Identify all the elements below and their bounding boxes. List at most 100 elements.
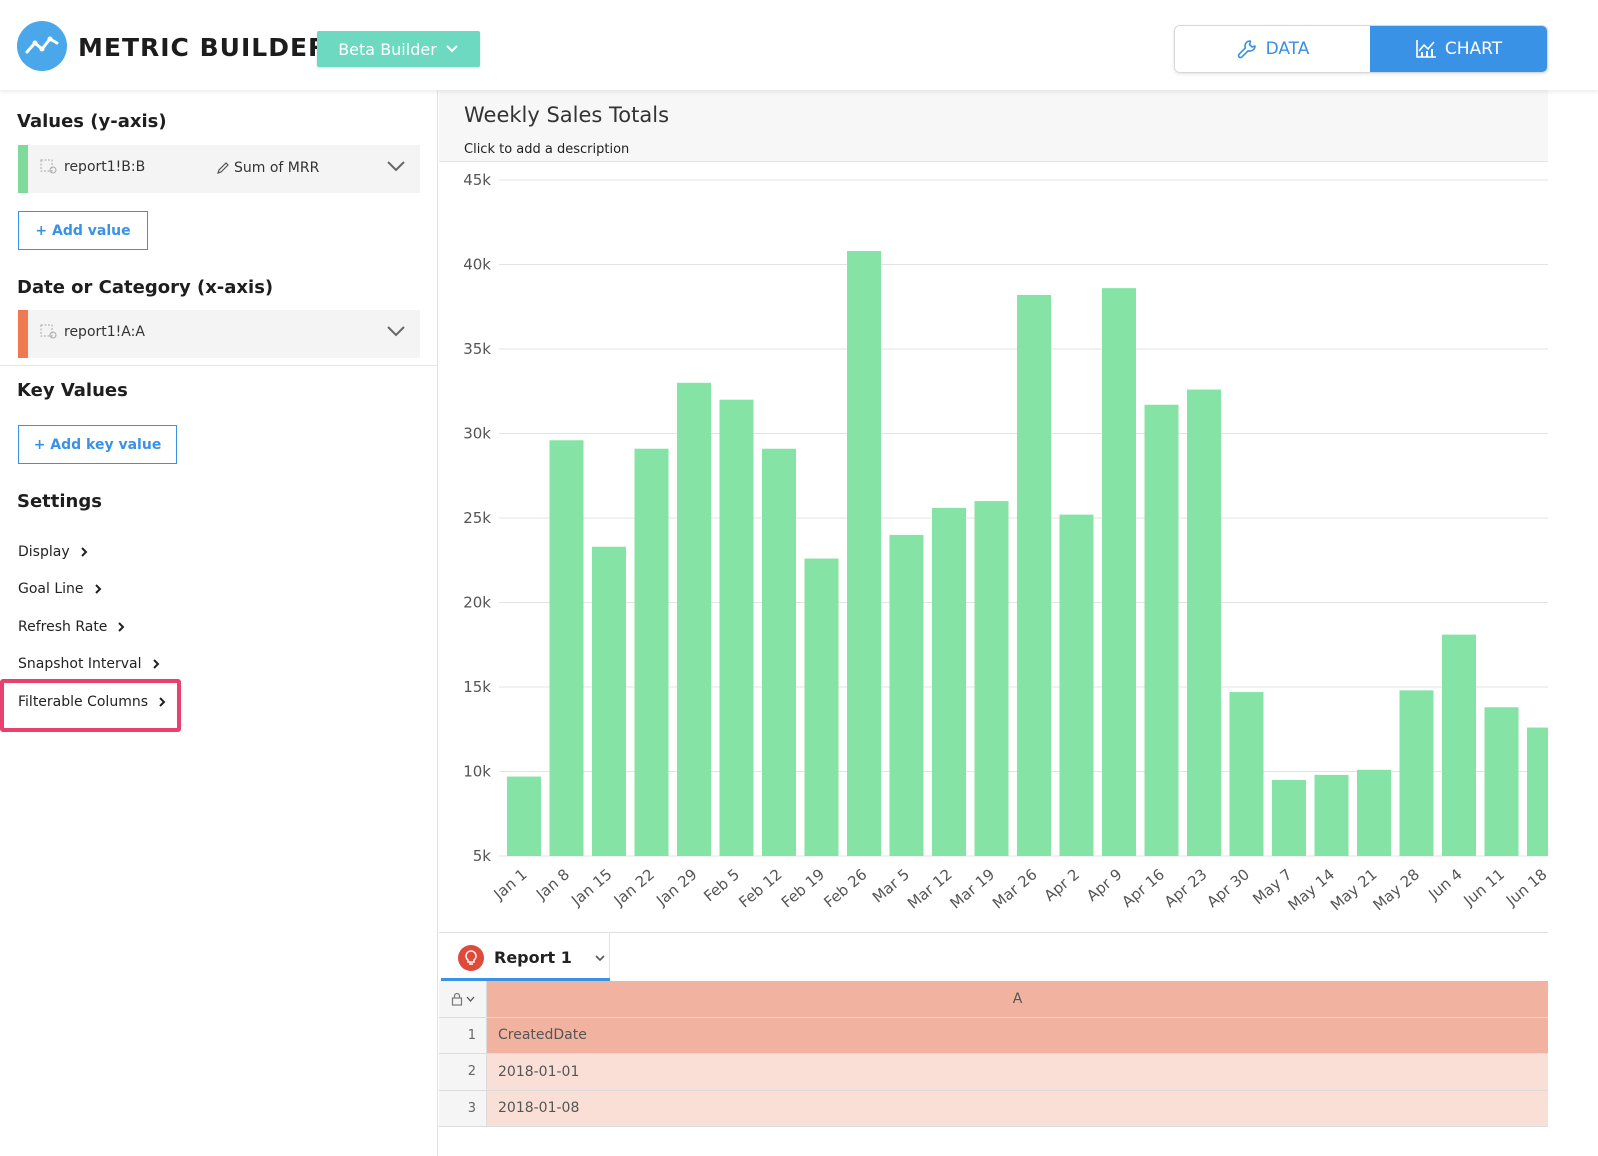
- table-cell[interactable]: 2018-01-08: [487, 1090, 1548, 1126]
- app-title: METRIC BUILDER: [78, 33, 329, 62]
- bar: [719, 399, 754, 856]
- settings-section-title: Settings: [17, 491, 102, 512]
- beta-builder-label: Beta Builder: [338, 39, 437, 59]
- add-value-button[interactable]: + Add value: [18, 211, 148, 250]
- add-key-value-button[interactable]: + Add key value: [18, 425, 177, 464]
- setting-filterable-columns[interactable]: Filterable Columns: [18, 694, 166, 710]
- category-field-row[interactable]: report1!A:A: [18, 310, 420, 358]
- value-color-bar: [18, 145, 28, 193]
- y-tick-label: 25k: [463, 509, 491, 527]
- tab-data[interactable]: DATA: [1175, 26, 1370, 72]
- y-tick-label: 45k: [463, 171, 491, 189]
- key-values-section-title: Key Values: [17, 380, 128, 401]
- setting-goal-line[interactable]: Goal Line: [18, 581, 102, 597]
- cell-range-icon: [40, 159, 57, 174]
- spreadsheet-grid: A 1 CreatedDate 2 2018-01-01 3 2018-01-0…: [439, 981, 1548, 1127]
- y-tick-label: 5k: [473, 847, 492, 865]
- metric-builder-logo-icon: [17, 21, 67, 71]
- bar: [1314, 774, 1349, 856]
- setting-label: Display: [18, 544, 70, 560]
- table-row: 3 2018-01-08: [439, 1090, 1548, 1127]
- active-tab-underline: [441, 978, 610, 982]
- chevron-right-icon: [152, 659, 159, 669]
- x-tick-label: Mar 12: [904, 865, 956, 912]
- beta-builder-dropdown[interactable]: Beta Builder: [317, 31, 480, 67]
- x-tick-label: Jun 11: [1460, 865, 1509, 910]
- value-aggregation[interactable]: Sum of MRR: [216, 160, 319, 176]
- x-tick-label: Mar 26: [989, 865, 1041, 912]
- bar: [932, 507, 966, 856]
- x-tick-label: Mar 19: [947, 865, 999, 912]
- x-tick-label: Feb 26: [820, 865, 870, 911]
- setting-refresh-rate[interactable]: Refresh Rate: [18, 619, 125, 635]
- x-tick-label: Apr 2: [1041, 865, 1083, 905]
- values-section-title: Values (y-axis): [17, 111, 167, 132]
- lock-toggle[interactable]: [439, 981, 487, 1017]
- bar: [1017, 294, 1051, 856]
- bar: [549, 440, 584, 856]
- table-row: 2 2018-01-01: [439, 1054, 1548, 1091]
- x-tick-label: Apr 23: [1161, 865, 1211, 911]
- table-cell[interactable]: CreatedDate: [487, 1017, 1548, 1053]
- wrench-icon: [1237, 40, 1256, 59]
- row-number: 1: [439, 1017, 487, 1053]
- tab-chart[interactable]: CHART: [1369, 26, 1547, 72]
- setting-display[interactable]: Display: [18, 544, 88, 560]
- lightbulb-icon: [458, 944, 484, 971]
- category-color-bar: [18, 310, 28, 358]
- y-tick-label: 15k: [463, 678, 491, 696]
- bar: [804, 558, 839, 856]
- value-field-row[interactable]: report1!B:B Sum of MRR: [18, 145, 420, 193]
- chevron-down-icon: [446, 45, 458, 53]
- x-tick-label: Jan 29: [652, 865, 700, 910]
- tab-data-label: DATA: [1265, 39, 1310, 59]
- y-tick-label: 20k: [463, 594, 491, 612]
- y-tick-label: 40k: [463, 256, 491, 274]
- chevron-right-icon: [118, 622, 125, 632]
- bar: [1272, 779, 1306, 856]
- pencil-icon: [217, 162, 229, 174]
- category-source-label: report1!A:A: [64, 324, 145, 340]
- tab-chart-label: CHART: [1444, 39, 1503, 59]
- bar: [762, 448, 796, 856]
- highlight-box: [0, 679, 181, 732]
- bar: [1102, 288, 1136, 856]
- bar: [634, 448, 669, 856]
- x-tick-label: Jan 1: [490, 865, 531, 903]
- builder-sidebar: Values (y-axis) report1!B:B Sum of MRR +…: [0, 90, 438, 1156]
- y-tick-label: 35k: [463, 340, 491, 358]
- setting-label: Snapshot Interval: [18, 656, 142, 672]
- row-number: 3: [439, 1090, 487, 1126]
- chevron-down-icon: [466, 996, 474, 1002]
- bar: [1059, 514, 1094, 856]
- value-source: report1!B:B: [40, 159, 145, 175]
- column-header-a[interactable]: A: [487, 981, 1548, 1017]
- bar: [1527, 727, 1548, 856]
- tab-report-1[interactable]: Report 1: [441, 933, 610, 982]
- chevron-down-icon[interactable]: [386, 159, 406, 173]
- bar: [592, 546, 626, 856]
- value-source-label: report1!B:B: [64, 159, 146, 175]
- cell-range-icon: [40, 324, 57, 339]
- bar: [1187, 389, 1221, 856]
- bar: [507, 776, 541, 856]
- bar: [1357, 769, 1391, 856]
- bar: [1399, 690, 1434, 856]
- category-source: report1!A:A: [40, 324, 145, 340]
- bar: [1229, 692, 1264, 856]
- chart-icon: [1416, 40, 1436, 58]
- bar: [974, 501, 1009, 856]
- x-tick-label: Jun 18: [1502, 865, 1548, 910]
- row-number: 2: [439, 1054, 487, 1090]
- setting-label: Refresh Rate: [18, 619, 108, 635]
- bar: [889, 534, 924, 856]
- chart-description[interactable]: Click to add a description: [464, 142, 630, 157]
- x-tick-label: Apr 30: [1203, 865, 1253, 911]
- y-tick-label: 10k: [463, 763, 491, 781]
- chevron-down-icon[interactable]: [386, 324, 406, 338]
- setting-snapshot-interval[interactable]: Snapshot Interval: [18, 656, 160, 672]
- chevron-down-icon[interactable]: [594, 954, 606, 962]
- chart-title[interactable]: Weekly Sales Totals: [464, 103, 670, 127]
- table-cell[interactable]: 2018-01-01: [487, 1054, 1548, 1090]
